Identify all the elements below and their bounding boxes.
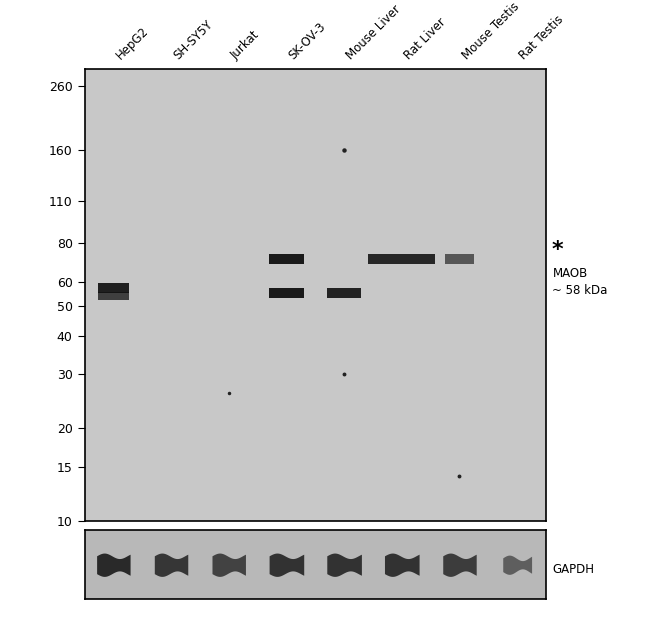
Text: Rat Testis: Rat Testis [517, 13, 566, 62]
Text: SH-SY5Y: SH-SY5Y [171, 18, 215, 62]
Text: Mouse Testis: Mouse Testis [460, 1, 521, 62]
Text: Mouse Liver: Mouse Liver [344, 3, 404, 62]
Text: HepG2: HepG2 [113, 25, 151, 62]
Text: Jurkat: Jurkat [229, 29, 263, 62]
Text: Rat Liver: Rat Liver [402, 16, 448, 62]
Text: MAOB
~ 58 kDa: MAOB ~ 58 kDa [552, 267, 608, 297]
Text: GAPDH: GAPDH [552, 563, 595, 575]
Text: SK-OV-3: SK-OV-3 [287, 21, 328, 62]
Text: *: * [551, 240, 563, 260]
